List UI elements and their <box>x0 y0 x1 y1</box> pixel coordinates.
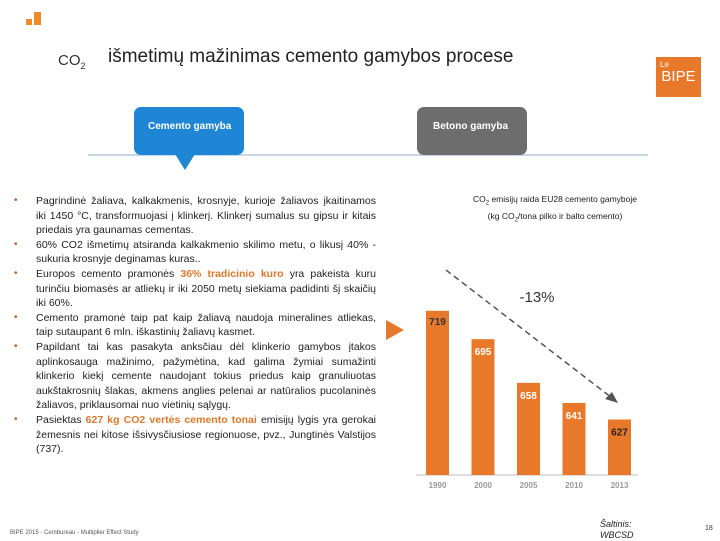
bipe-logo: Le BIPE <box>656 57 701 97</box>
tab-cement-production[interactable]: Cemento gamyba <box>134 107 244 155</box>
bar-2010 <box>562 402 586 475</box>
footer-note: BIPE 2015 - Cembureau - Multiplier Effec… <box>10 530 139 536</box>
logo-mark-large <box>34 12 41 25</box>
tab-divider <box>88 154 648 156</box>
bar-2013 <box>608 419 631 475</box>
co2-label: CO2 <box>58 52 86 71</box>
bar-2005 <box>517 382 540 475</box>
active-tab-pointer <box>175 154 195 170</box>
bar-value-label: 658 <box>520 391 537 402</box>
tab-concrete-production[interactable]: Betono gamyba <box>417 107 527 155</box>
arrow-right-icon <box>386 320 404 340</box>
page-title: išmetimų mažinimas cemento gamybos proce… <box>108 46 514 67</box>
x-tick-label: 2005 <box>520 481 538 490</box>
tab-label: Cemento gamyba <box>148 121 232 132</box>
tab-label: Betono gamyba <box>433 121 509 132</box>
bipe-logo-prefix: Le <box>660 60 669 69</box>
emissions-bar-chart: 719 1990 695 2000 658 2005 641 2010 627 2013 -13% <box>416 269 638 490</box>
bar-2000 <box>471 339 495 475</box>
source-note: Šaltinis: WBCSD <box>600 519 634 540</box>
trend-line <box>445 269 613 399</box>
bar-1990 <box>426 310 449 475</box>
x-tick-label: 2010 <box>565 481 583 490</box>
change-annotation: -13% <box>519 289 554 306</box>
bar-value-label: 641 <box>566 411 583 422</box>
list-item: 60% CO2 išmetimų atsiranda kalkakmenio s… <box>14 238 376 267</box>
bar-value-label: 627 <box>611 427 628 438</box>
trend-arrowhead-icon <box>605 392 618 403</box>
logo-mark-small <box>26 19 32 25</box>
x-tick-label: 1990 <box>429 481 447 490</box>
list-item: Cemento pramonė taip pat kaip žaliavą na… <box>14 311 376 340</box>
page-number: 18 <box>705 525 713 532</box>
bar-value-label: 695 <box>475 347 492 358</box>
bipe-logo-name: BIPE <box>661 68 696 85</box>
list-item: Pasiektas 627 kg CO2 vertės cemento tona… <box>14 413 376 457</box>
list-item: Papildant tai kas pasakyta anksčiau dėl … <box>14 340 376 413</box>
x-tick-label: 2000 <box>474 481 492 490</box>
list-item: Pagrindinė žaliava, kalkakmenis, krosnyj… <box>14 194 376 238</box>
chart-title: CO2 emisijų raida EU28 cemento gamyboje … <box>473 194 637 224</box>
bullet-list: Pagrindinė žaliava, kalkakmenis, krosnyj… <box>14 194 376 457</box>
list-item: Europos cemento pramonės 36% tradicinio … <box>14 267 376 311</box>
bar-value-label: 719 <box>429 317 446 328</box>
x-tick-label: 2013 <box>611 481 629 490</box>
